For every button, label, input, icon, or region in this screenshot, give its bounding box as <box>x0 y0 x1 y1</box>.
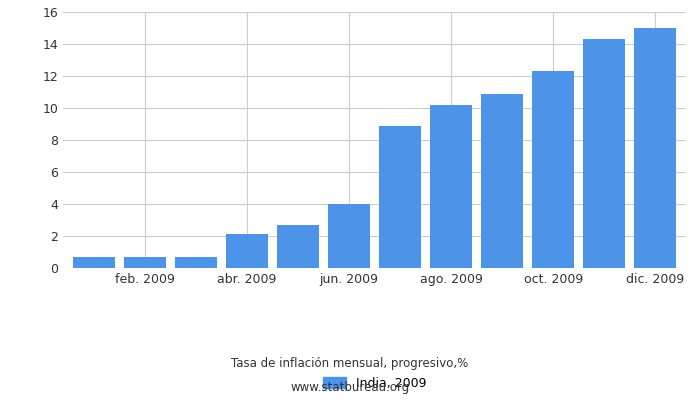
Bar <box>175 257 217 268</box>
Text: www.statbureau.org: www.statbureau.org <box>290 382 410 394</box>
Text: Tasa de inflación mensual, progresivo,%: Tasa de inflación mensual, progresivo,% <box>232 358 468 370</box>
Bar <box>124 257 166 268</box>
Bar <box>73 257 115 268</box>
Bar <box>532 71 574 268</box>
Legend: India, 2009: India, 2009 <box>318 372 431 395</box>
Bar <box>328 204 370 268</box>
Bar <box>481 94 523 268</box>
Bar <box>277 225 318 268</box>
Bar <box>430 105 472 268</box>
Bar <box>634 28 676 268</box>
Bar <box>583 39 625 268</box>
Bar <box>226 234 268 268</box>
Bar <box>379 126 421 268</box>
